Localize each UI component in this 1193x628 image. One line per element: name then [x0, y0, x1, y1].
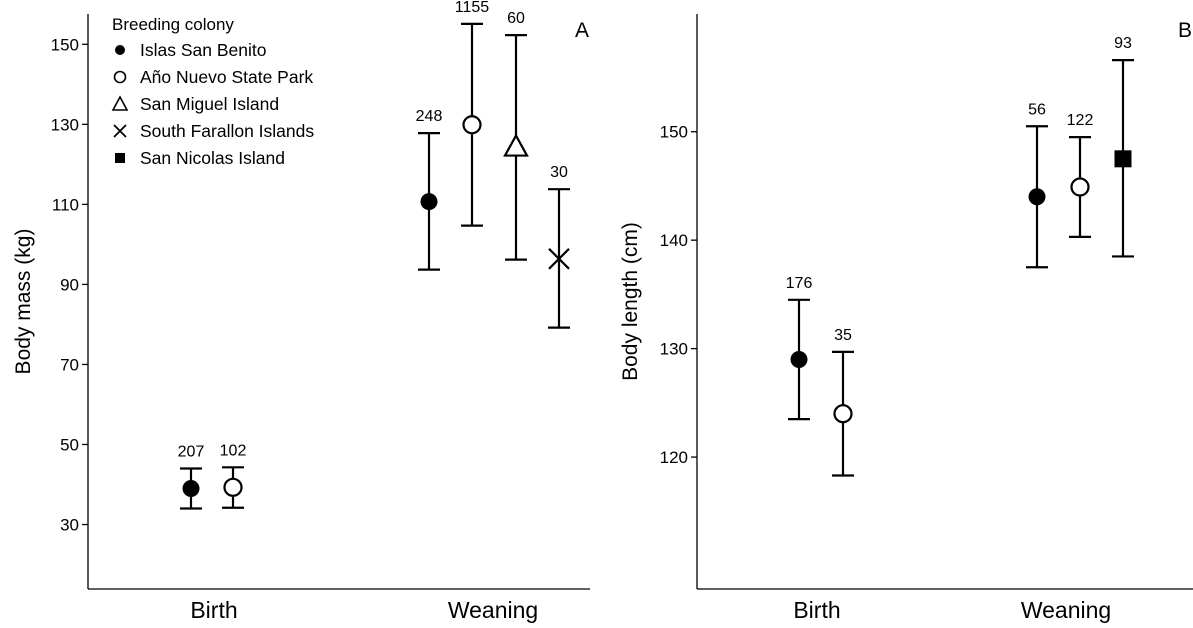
legend-icon-cross	[113, 124, 127, 138]
sample-size-label: 122	[1067, 112, 1094, 129]
panel-letter: B	[1178, 19, 1192, 42]
y-tick-label: 150	[51, 35, 79, 54]
y-tick-label: 140	[660, 231, 688, 250]
data-point-open-circle	[462, 115, 482, 135]
data-point-filled-square	[1114, 150, 1132, 168]
legend-label: San Nicolas Island	[140, 148, 285, 168]
legend-marker-open-triangle	[111, 95, 129, 111]
legend-title: Breeding colony	[112, 15, 234, 34]
data-point-open-circle	[833, 404, 853, 424]
legend-icon-open-circle	[113, 70, 127, 84]
legend-icon-open-triangle	[111, 95, 129, 111]
y-tick-label: 30	[60, 516, 79, 535]
x-category-label: Weaning	[1021, 597, 1111, 623]
legend-marker-open-circle	[113, 70, 127, 84]
y-tick-label: 120	[660, 448, 688, 467]
sample-size-label: 102	[220, 442, 247, 459]
legend-label: Islas San Benito	[140, 40, 266, 60]
legend-marker-cross	[113, 124, 127, 138]
data-point-filled-circle	[1028, 188, 1046, 206]
y-tick-label: 130	[51, 115, 79, 134]
sample-size-label: 56	[1028, 101, 1046, 118]
y-tick-label: 130	[660, 340, 688, 359]
data-point-filled-circle	[182, 480, 200, 498]
data-point-filled-circle	[790, 350, 808, 368]
panel-b: 120 130 140 150 Birth Weaning Body length (cm)…	[619, 14, 1193, 623]
data-point-filled-circle	[420, 193, 438, 211]
sample-size-label: 30	[550, 164, 568, 181]
legend-label: South Farallon Islands	[140, 121, 314, 141]
legend-icon-filled-square	[115, 153, 125, 163]
legend-label: Año Nuevo State Park	[140, 67, 313, 87]
legend-label: San Miguel Island	[140, 94, 279, 114]
y-tick-label: 110	[52, 195, 79, 214]
sample-size-label: 207	[178, 444, 205, 461]
x-category-label: Birth	[793, 597, 840, 623]
legend-marker-filled-square	[115, 153, 125, 163]
y-tick-label: 90	[60, 275, 79, 294]
sample-size-label: 176	[786, 275, 813, 292]
x-category-label: Birth	[190, 597, 237, 623]
panel-a: 30 50 70 90 110 130 150 Birth Weaning Body mass (…	[12, 0, 590, 623]
y-tick-label: 150	[660, 123, 688, 142]
legend-marker-filled-circle	[115, 45, 125, 55]
y-axis-label: Body mass (kg)	[12, 229, 35, 375]
data-point-open-circle	[223, 477, 243, 497]
x-category-label: Weaning	[448, 597, 538, 623]
sample-size-label: 93	[1114, 35, 1132, 52]
sample-size-label: 35	[834, 327, 852, 344]
y-tick-label: 70	[60, 355, 79, 374]
sample-size-label: 248	[416, 108, 443, 125]
y-axis-label: Body length (cm)	[619, 222, 642, 381]
y-tick-label: 50	[60, 436, 79, 455]
sample-size-label: 1155	[455, 0, 490, 16]
panel-letter: A	[575, 19, 589, 42]
legend-icon-filled-circle	[115, 45, 125, 55]
data-point-open-triangle	[503, 133, 529, 157]
data-point-cross	[548, 248, 570, 270]
data-point-open-circle	[1070, 177, 1090, 197]
sample-size-label: 60	[507, 10, 525, 27]
